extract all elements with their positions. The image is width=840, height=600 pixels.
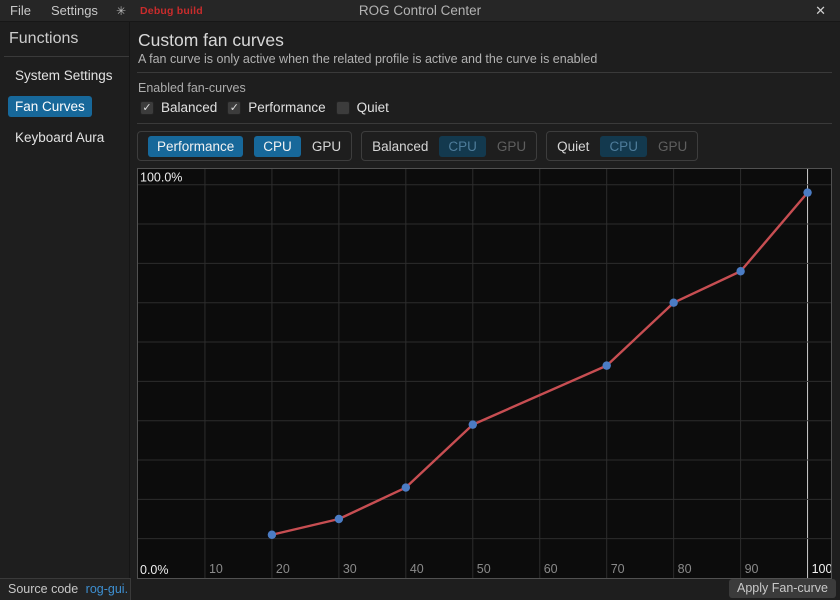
fan-curve-point[interactable] <box>334 514 344 524</box>
x-tick-label: 80 <box>678 562 692 576</box>
sidebar-item-label: Keyboard Aura <box>15 130 105 145</box>
sidebar-divider <box>4 56 129 57</box>
x-tick-label: 60 <box>544 562 558 576</box>
sidebar-header: Functions <box>9 30 79 47</box>
fan-curve-point[interactable] <box>468 420 477 429</box>
tab-performance-gpu[interactable]: GPU <box>311 138 342 154</box>
sidebar-item-system-settings[interactable]: System Settings <box>9 63 125 88</box>
x-tick-label: 40 <box>410 562 424 576</box>
sidebar-item-fan-curves[interactable]: Fan Curves <box>8 94 125 119</box>
tab-performance[interactable]: Performance <box>148 135 244 157</box>
titlebar: File Settings ✳ Debug build ROG Control … <box>0 0 840 22</box>
fan-curve-point[interactable] <box>401 483 411 492</box>
tab-group-performance: Performance CPU GPU <box>137 131 353 161</box>
x-tick-label: 90 <box>745 562 759 576</box>
profile-tabs-row: Performance CPU GPU Balanced CPU GPU Qui… <box>137 131 840 161</box>
x-tick-label: 50 <box>477 562 491 576</box>
tab-quiet[interactable]: Quiet <box>557 138 590 154</box>
sidebar-item-label-selected: Fan Curves <box>8 96 92 117</box>
x-tick-label: 70 <box>611 562 625 576</box>
tab-balanced[interactable]: Balanced <box>372 138 429 154</box>
sidebar: Functions System Settings Fan Curves Key… <box>0 22 130 578</box>
main-panel: Custom fan curves A fan curve is only ac… <box>131 22 840 600</box>
tab-group-quiet: Quiet CPU GPU <box>546 131 699 161</box>
fan-curve-point[interactable] <box>602 361 611 370</box>
y-min-label: 0.0% <box>140 563 169 577</box>
fan-curve-point[interactable] <box>803 188 812 197</box>
tab-quiet-gpu[interactable]: GPU <box>657 138 688 154</box>
enabled-checkbox-row: ✓ Balanced ✓ Performance Quiet <box>140 100 840 115</box>
checkbox-box[interactable]: ✓ <box>140 100 154 115</box>
sidebar-item-label: System Settings <box>15 68 113 83</box>
apply-fan-curve-button[interactable]: Apply Fan-curve <box>728 579 836 598</box>
source-code-text: Source code <box>8 582 79 596</box>
fan-curve-point[interactable] <box>267 530 277 539</box>
checkbox-label: Performance <box>248 100 326 115</box>
fan-curve-point[interactable] <box>669 298 678 307</box>
tab-balanced-cpu[interactable]: CPU <box>439 135 486 157</box>
checkbox-box[interactable]: ✓ <box>227 100 242 115</box>
checkbox-box[interactable] <box>335 100 350 115</box>
x-tick-label: 10 <box>209 562 223 576</box>
x-tick-label: 100 <box>812 562 831 576</box>
page-subtitle: A fan curve is only active when the rela… <box>138 52 598 66</box>
theme-toggle-icon[interactable]: ✳ <box>115 3 126 18</box>
menu-file[interactable]: File <box>10 2 31 18</box>
fan-curve-line <box>271 191 809 536</box>
checkbox-performance[interactable]: ✓ Performance <box>227 100 326 115</box>
divider <box>137 72 832 73</box>
debug-build-badge: Debug build <box>140 4 203 17</box>
fan-curve-chart[interactable]: 10 20 30 40 50 60 70 80 90 100 100.0% 0.0% <box>137 168 832 579</box>
divider <box>137 123 832 124</box>
source-code-footer: Source code rog-gui. <box>0 578 131 600</box>
rog-gui-link[interactable]: rog-gui. <box>85 582 129 596</box>
checkbox-quiet[interactable]: Quiet <box>335 100 389 115</box>
tab-quiet-cpu[interactable]: CPU <box>600 135 647 157</box>
enabled-fan-curves-label: Enabled fan-curves <box>138 81 246 95</box>
tab-balanced-gpu[interactable]: GPU <box>496 138 527 154</box>
sidebar-item-keyboard-aura[interactable]: Keyboard Aura <box>9 125 125 150</box>
tab-performance-cpu[interactable]: CPU <box>254 135 301 157</box>
x-tick-label: 20 <box>276 562 290 576</box>
x-tick-label: 30 <box>343 562 357 576</box>
checkbox-balanced[interactable]: ✓ Balanced <box>140 100 217 115</box>
y-max-label: 100.0% <box>140 171 182 185</box>
page-title: Custom fan curves <box>138 30 284 50</box>
fan-curve-svg[interactable]: 10 20 30 40 50 60 70 80 90 100 100.0% 0.0% <box>138 169 831 578</box>
checkbox-label: Quiet <box>356 100 389 115</box>
tab-group-balanced: Balanced CPU GPU <box>361 131 538 161</box>
close-icon[interactable]: ✕ <box>815 3 826 18</box>
fan-curve-point[interactable] <box>736 267 745 276</box>
checkbox-label: Balanced <box>161 100 218 115</box>
menu-settings[interactable]: Settings <box>50 2 98 18</box>
